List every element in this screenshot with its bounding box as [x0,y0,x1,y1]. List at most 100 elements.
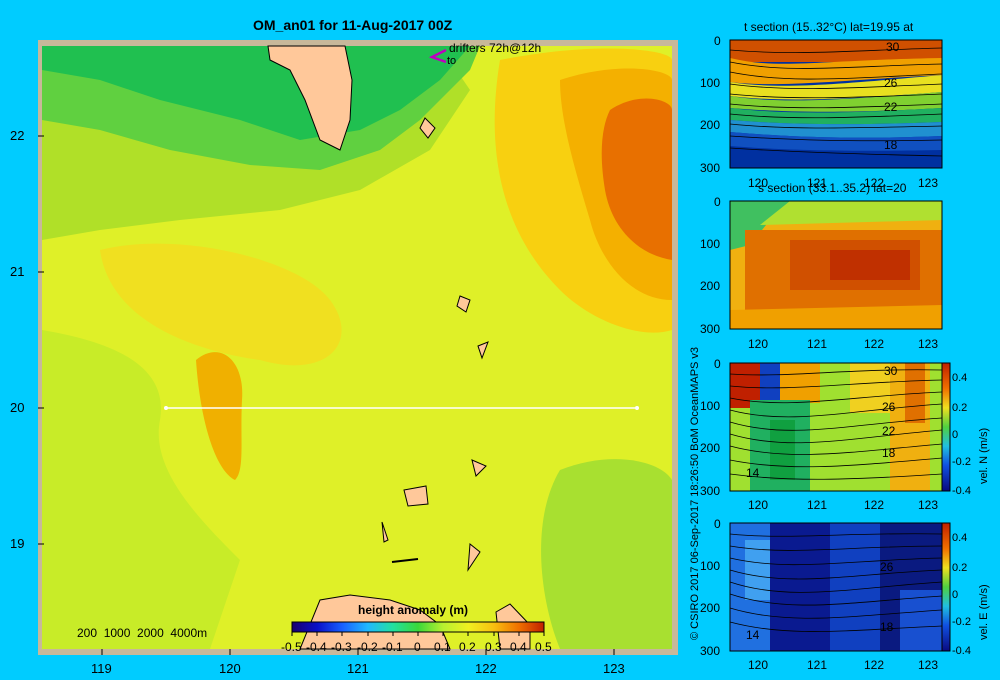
p4-contour-label: 14 [746,628,760,642]
p4-x-tick: 120 [748,658,769,672]
p4-x-tick: 123 [918,658,939,672]
p4-y-tick: 100 [700,559,721,573]
p3-cbar-tick: -0.4 [952,485,971,497]
panel-vel-n [729,362,943,492]
panel-s-section [729,200,943,330]
p1-contour-label: 18 [884,138,898,152]
p4-cbar-tick: -0.4 [952,645,971,657]
p3-cbar-label: vel. N (m/s) [978,427,990,484]
p3-y-tick: 200 [700,441,721,455]
panel-vel-e [729,522,943,652]
p4-y-tick: 0 [714,517,721,531]
field-darkgreen-north [42,46,470,140]
p3-contour-label: 14 [746,466,760,480]
p4-cbar-tick: -0.2 [952,616,971,628]
cbar-label: 0.2 [459,640,476,654]
drifters-sub: to [447,55,457,67]
drifter-track [428,48,447,64]
p4-contour-label: 18 [880,620,894,634]
p1-y-tick: 200 [700,118,721,132]
field-green-southeast [541,459,672,649]
p2-x-tick: 122 [864,337,885,351]
panel-s-title: s section (33.1..35.2) lat=20 [758,181,907,195]
p2-y-tick: 0 [714,195,721,209]
cbar-label: -0.3 [331,640,352,654]
p3-x-tick: 120 [748,498,769,512]
field-lightgreen-west [42,330,240,649]
p1-contour-label: 30 [886,40,900,54]
map-title: OM_an01 for 11-Aug-2017 00Z [253,17,453,33]
lat-tick-20: 20 [10,400,25,415]
island-6 [381,521,389,543]
lon-tick-119: 119 [91,661,112,676]
cbar-label: -0.1 [382,640,403,654]
p3-y-tick: 100 [700,399,721,413]
cbar-label: -0.2 [357,640,378,654]
p2-x-tick: 123 [918,337,939,351]
p1-y-tick: 0 [714,34,721,48]
drifters-label: drifters 72h@12h [449,41,542,55]
field-eddy-core [601,98,672,260]
p2-y-tick: 300 [700,322,721,336]
p3-x-tick: 123 [918,498,939,512]
p4-x-tick: 122 [864,658,885,672]
lon-tick-121: 121 [347,661,369,676]
p3-contour-label: 18 [882,446,896,460]
depth-legend: 200 1000 2000 4000m [77,626,208,640]
p3-x-tick: 122 [864,498,885,512]
p3-y-tick: 0 [714,357,721,371]
cbar-label: -0.4 [306,640,327,654]
land-taiwan [267,45,353,151]
p2-y-tick: 200 [700,279,721,293]
colorbar-ticks [291,632,545,636]
panel-t-title: t section (15..32°C) lat=19.95 at [744,20,914,34]
vel-e-colorbar [941,522,951,652]
colorbar-title: height anomaly (m) [358,603,469,617]
p1-x-tick: 120 [748,176,769,190]
cbar-label: 0.1 [434,640,451,654]
p2-y-tick: 100 [700,237,721,251]
p3-contour-label: 30 [884,364,898,378]
p1-x-tick: 123 [918,176,939,190]
cbar-label: 0.4 [510,640,527,654]
lat-tick-19: 19 [10,536,25,551]
island-5 [403,485,429,507]
cbar-label: 0.5 [535,640,552,654]
lat-tick-21: 21 [10,264,25,279]
p4-y-tick: 200 [700,601,721,615]
section-line-end [635,406,639,410]
field-orange-spot [196,352,243,480]
p1-x-tick: 122 [864,176,885,190]
p2-x-tick: 121 [807,337,828,351]
island-4 [471,459,487,477]
vel-n-colorbar [941,362,951,492]
p4-y-tick: 300 [700,644,721,658]
p1-y-tick: 100 [700,76,721,90]
p1-contour-label: 26 [884,76,898,90]
p3-cbar-tick: 0.2 [952,402,968,414]
lat-tick-22: 22 [10,128,25,143]
cbar-label: 0 [414,640,421,654]
p4-x-tick: 121 [807,658,828,672]
p3-y-tick: 300 [700,484,721,498]
island-8 [391,558,419,563]
cbar-label: -0.5 [281,640,302,654]
lon-tick-120: 120 [219,661,241,676]
map-ticks [38,135,615,655]
panel-t-section [729,39,943,169]
p3-cbar-tick: -0.2 [952,456,971,468]
lon-tick-122: 122 [475,661,497,676]
p4-cbar-tick: 0.4 [952,532,968,544]
field-yellow-mid [100,243,342,366]
island-7 [467,543,481,572]
island-2 [456,295,471,313]
p4-cbar-tick: 0 [952,589,959,601]
colorbar [291,621,545,633]
cbar-label: 0.3 [485,640,502,654]
island-1 [419,117,436,139]
p1-x-tick: 121 [807,176,828,190]
lon-tick-123: 123 [603,661,625,676]
p3-contour-label: 26 [882,400,896,414]
p3-cbar-tick: 0.4 [952,372,968,384]
p4-cbar-label: vel. E (m/s) [978,584,990,640]
